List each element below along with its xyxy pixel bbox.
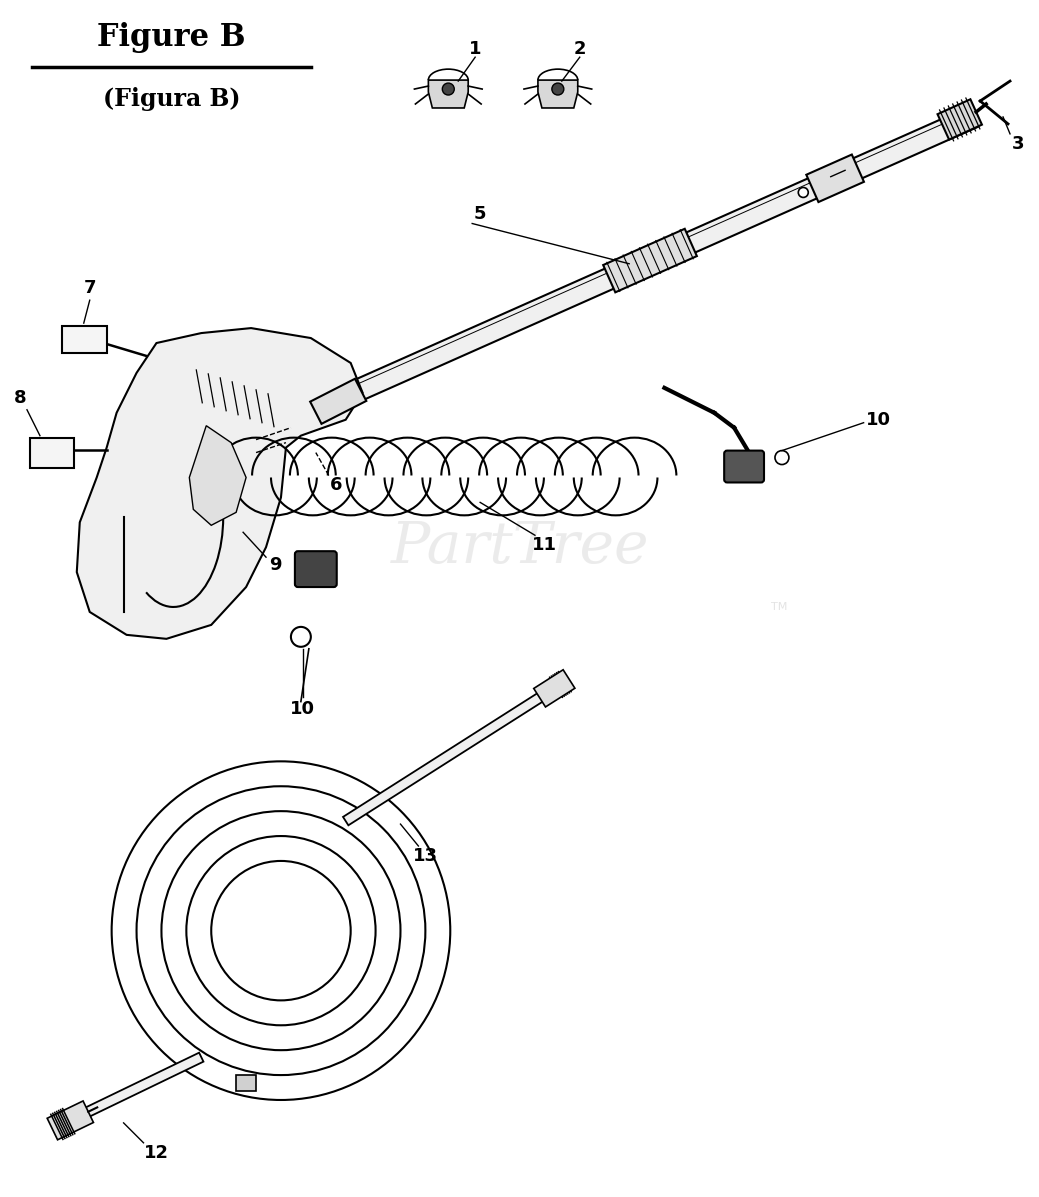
Polygon shape xyxy=(937,99,982,140)
Polygon shape xyxy=(341,107,978,406)
Text: 5: 5 xyxy=(474,205,486,223)
Text: 10: 10 xyxy=(867,411,891,429)
Polygon shape xyxy=(806,154,864,202)
Polygon shape xyxy=(534,670,575,707)
Circle shape xyxy=(775,450,789,464)
FancyBboxPatch shape xyxy=(295,551,337,587)
Text: 3: 3 xyxy=(1012,135,1024,153)
Polygon shape xyxy=(77,328,363,639)
Polygon shape xyxy=(189,426,246,525)
Text: TM: TM xyxy=(771,602,788,612)
Polygon shape xyxy=(62,326,107,353)
Polygon shape xyxy=(311,378,367,424)
Polygon shape xyxy=(47,1101,94,1140)
Polygon shape xyxy=(428,80,469,108)
Polygon shape xyxy=(55,1052,204,1131)
Text: 4: 4 xyxy=(833,165,846,183)
Circle shape xyxy=(552,83,564,95)
Polygon shape xyxy=(538,80,578,108)
Text: 6: 6 xyxy=(329,476,342,494)
Text: Figure B: Figure B xyxy=(98,22,245,53)
Text: 11: 11 xyxy=(532,536,557,554)
Circle shape xyxy=(443,83,454,95)
Text: (Figura B): (Figura B) xyxy=(103,87,240,111)
FancyBboxPatch shape xyxy=(236,1075,256,1090)
Text: 8: 8 xyxy=(14,389,26,407)
Text: PartTree: PartTree xyxy=(391,519,649,576)
Text: 2: 2 xyxy=(574,41,586,59)
Circle shape xyxy=(798,188,808,198)
Text: 12: 12 xyxy=(144,1144,169,1162)
Text: 1: 1 xyxy=(469,41,481,59)
Polygon shape xyxy=(30,438,74,468)
Circle shape xyxy=(291,627,311,646)
Text: 13: 13 xyxy=(412,847,437,865)
Polygon shape xyxy=(343,678,567,825)
Polygon shape xyxy=(604,229,697,292)
Text: 7: 7 xyxy=(83,279,96,297)
FancyBboxPatch shape xyxy=(724,450,764,482)
Text: 9: 9 xyxy=(269,557,282,575)
Text: 10: 10 xyxy=(290,699,316,717)
